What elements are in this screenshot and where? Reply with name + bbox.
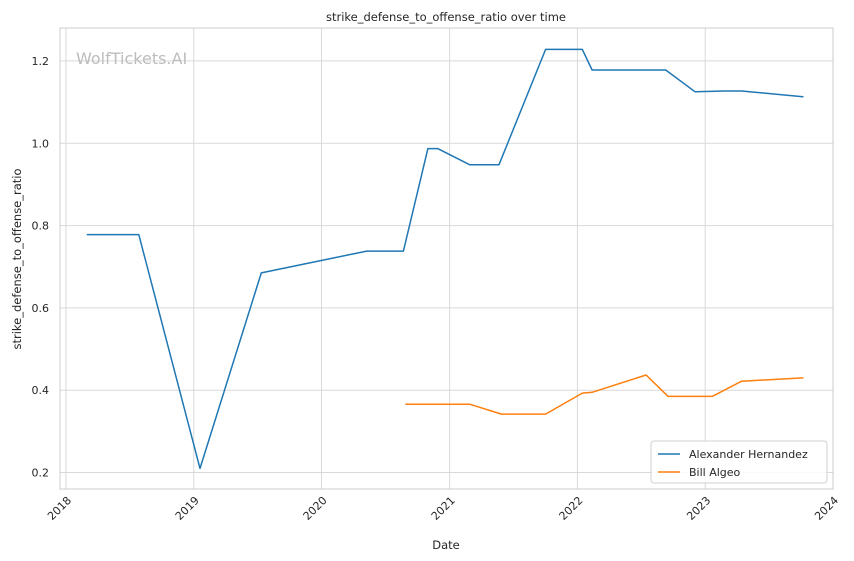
- x-tick-label: 2024: [812, 494, 841, 523]
- y-tick-labels: 0.2 0.4 0.6 0.8 1.0 1.2: [32, 55, 50, 480]
- x-tick-label: 2021: [429, 494, 458, 523]
- series-line: [86, 48, 804, 470]
- y-tick-label: 0.2: [32, 467, 50, 480]
- y-tick-label: 0.8: [32, 220, 50, 233]
- watermark-text: WolfTickets.AI: [76, 49, 187, 68]
- x-tick-label: 2020: [301, 494, 330, 523]
- y-tick-label: 1.2: [32, 55, 50, 68]
- x-tick-label: 2023: [684, 494, 713, 523]
- legend: Alexander Hernandez Bill Algeo: [650, 440, 828, 484]
- x-tick-labels: 2018 2019 2020 2021 2022 2023 2024: [45, 494, 841, 523]
- grid-lines: [60, 28, 834, 489]
- x-axis-title: Date: [432, 538, 460, 552]
- chart-title: strike_defense_to_offense_ratio over tim…: [326, 10, 566, 24]
- y-tick-label: 0.4: [32, 384, 50, 397]
- y-tick-label: 1.0: [32, 137, 50, 150]
- series-lines: [86, 48, 804, 470]
- legend-label: Bill Algeo: [689, 466, 741, 479]
- series-line: [405, 374, 804, 415]
- plot-area-frame: [59, 27, 834, 490]
- legend-label: Alexander Hernandez: [689, 448, 808, 461]
- y-tick-label: 0.6: [32, 302, 50, 315]
- x-tick-label: 2022: [557, 494, 586, 523]
- x-tick-label: 2018: [45, 494, 74, 523]
- legend-box: [650, 440, 828, 484]
- y-axis-title: strike_defense_to_offense_ratio: [10, 168, 24, 349]
- x-tick-label: 2019: [173, 494, 202, 523]
